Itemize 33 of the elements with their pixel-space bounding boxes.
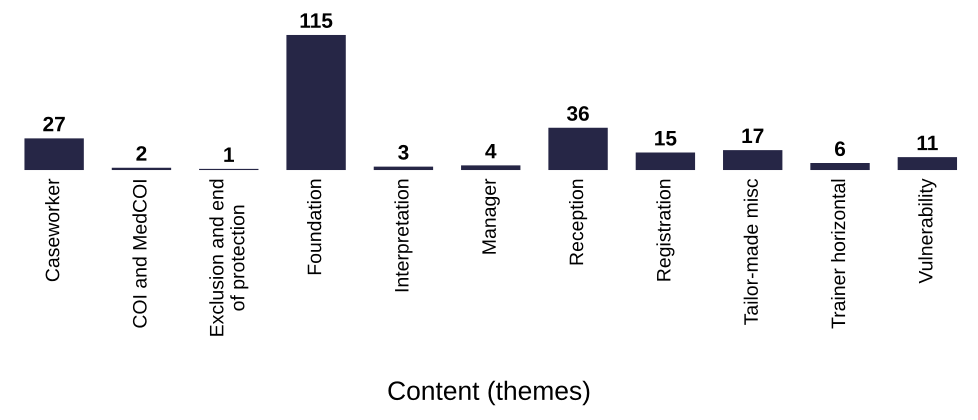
data-label: 11 [918, 136, 938, 150]
data-label: 6 [835, 141, 846, 156]
bar [374, 166, 434, 170]
x-tick-label: Registration [656, 180, 674, 281]
x-tick-label: Vulnerability [918, 178, 936, 284]
x-tick-label: Exclusion and end of protection [209, 180, 248, 336]
data-label: 115 [300, 13, 332, 28]
x-tick-label: Tailor-made misc [744, 178, 758, 325]
bar [461, 165, 520, 170]
bar [723, 150, 782, 170]
x-tick-label: Manager [482, 178, 500, 254]
data-label: 36 [566, 106, 589, 121]
x-tick-label: Trainer horizontal [830, 180, 846, 329]
data-label: 4 [485, 144, 496, 158]
data-label: 17 [742, 128, 764, 144]
bar [112, 168, 172, 170]
bar [810, 163, 870, 170]
data-label: 3 [398, 144, 408, 160]
bar [286, 34, 346, 170]
x-tick-label: Foundation [307, 180, 322, 274]
x-tick-label: Caseworker [45, 178, 60, 282]
x-tick-label: Interpretation [394, 180, 412, 292]
data-label: 15 [655, 131, 676, 146]
bar [24, 138, 84, 170]
data-label: 2 [136, 146, 146, 161]
bar [548, 128, 608, 170]
x-tick-label: Reception [569, 180, 588, 264]
data-label: 1 [224, 147, 234, 162]
x-tick-label: COI and MedCOI [132, 180, 147, 328]
bar [636, 152, 696, 170]
x-axis-title: Content (themes) [388, 380, 590, 406]
data-label: 27 [43, 116, 65, 132]
bar [898, 157, 958, 170]
